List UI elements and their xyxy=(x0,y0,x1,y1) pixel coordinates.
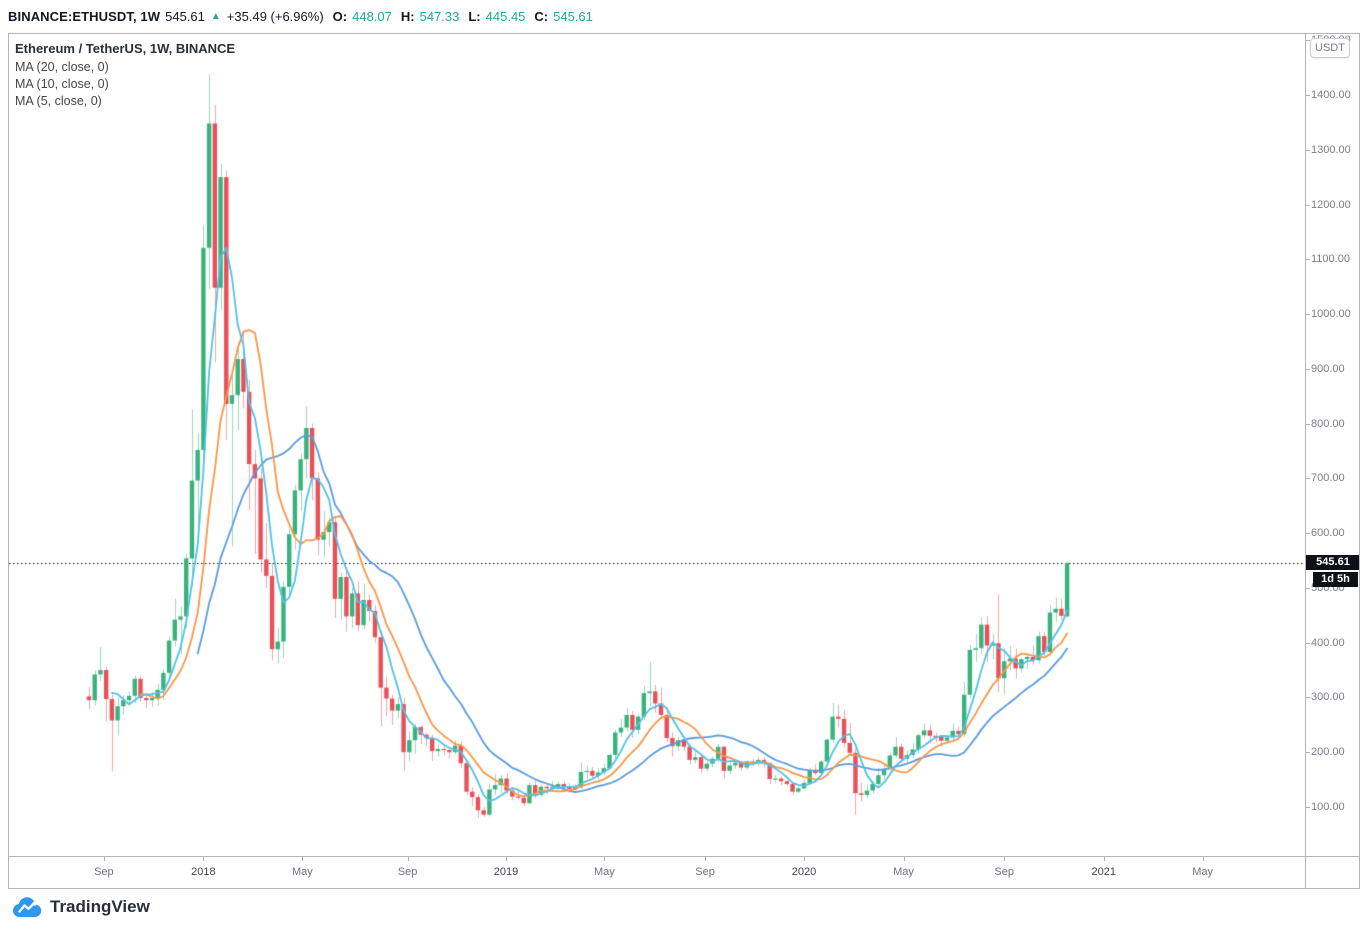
time-axis-label: 2021 xyxy=(1091,866,1116,878)
price-axis-label: 400.00 xyxy=(1306,636,1345,649)
price-axis-label: 900.00 xyxy=(1306,362,1345,375)
time-axis-label: Sep xyxy=(695,866,715,878)
symbol-name[interactable]: BINANCE:ETHUSDT, 1W xyxy=(8,8,161,24)
current-price-badge: 545.61 xyxy=(1306,555,1359,571)
time-axis-label: May xyxy=(1192,866,1214,878)
price-axis-label: 1000.00 xyxy=(1306,308,1351,321)
chart-frame: Ethereum / TetherUS, 1W, BINANCE MA (20,… xyxy=(8,33,1360,889)
price-up-arrow-icon: ▲ xyxy=(210,10,221,22)
high-value: 547.33 xyxy=(419,8,460,24)
axis-corner-cell xyxy=(1305,856,1359,888)
price-axis-label: 600.00 xyxy=(1306,527,1345,540)
last-price: 545.61 xyxy=(165,8,205,24)
symbol-ticker-bar: BINANCE:ETHUSDT, 1W 545.61 ▲ +35.49 (+6.… xyxy=(8,6,593,26)
time-axis-tick xyxy=(1004,857,1005,861)
time-axis-tick xyxy=(904,857,905,861)
time-axis-label: Sep xyxy=(397,866,418,878)
high-label: H: xyxy=(400,8,415,24)
open-label: O: xyxy=(332,8,348,24)
time-axis-label: 2018 xyxy=(191,866,216,878)
time-axis-tick xyxy=(1104,857,1105,861)
price-axis-label: 200.00 xyxy=(1306,746,1345,759)
price-chart-canvas[interactable] xyxy=(9,34,1305,856)
price-change: +35.49 (+6.96%) xyxy=(226,8,324,24)
price-axis[interactable]: 545.61 1d 5h USDT 100.00 200.00 300.00 400.… xyxy=(1305,34,1359,856)
price-axis-label: 700.00 xyxy=(1306,472,1345,485)
price-axis-label: 100.00 xyxy=(1306,801,1345,813)
chart-title[interactable]: Ethereum / TetherUS, 1W, BINANCE xyxy=(15,41,236,56)
time-axis-tick xyxy=(705,857,706,861)
time-axis-label: Sep xyxy=(994,866,1014,878)
tradingview-logo-text: TradingView xyxy=(50,897,150,916)
time-axis-tick xyxy=(203,857,204,861)
close-value: 545.61 xyxy=(553,8,593,24)
time-axis-tick xyxy=(604,857,605,861)
currency-unit-button[interactable]: USDT xyxy=(1310,38,1350,58)
open-value: 448.07 xyxy=(352,8,392,24)
price-axis-label: 800.00 xyxy=(1306,417,1345,430)
time-axis-label: May xyxy=(291,866,313,878)
time-axis-label: May xyxy=(593,866,615,878)
price-axis-label: 1400.00 xyxy=(1306,89,1351,101)
time-axis-label: May xyxy=(893,866,914,878)
low-label: L: xyxy=(468,8,481,24)
price-axis-label: 1200.00 xyxy=(1306,198,1351,211)
tradingview-attribution[interactable]: TradingView xyxy=(12,896,150,918)
time-axis-tick xyxy=(408,857,409,861)
time-axis-tick xyxy=(1203,857,1204,861)
price-axis-label: 300.00 xyxy=(1306,691,1345,704)
time-axis[interactable]: Sep 2018 May Sep 2019 May Sep 2020 May Sep 2021 May xyxy=(9,856,1305,888)
time-axis-label: 2019 xyxy=(493,866,519,878)
time-axis-label: Sep xyxy=(94,866,114,878)
tradingview-cloud-icon xyxy=(13,897,42,917)
time-axis-label: 2020 xyxy=(791,866,817,878)
time-axis-tick xyxy=(804,857,805,861)
chart-legend: Ethereum / TetherUS, 1W, BINANCE MA (20,… xyxy=(15,41,235,110)
low-value: 445.45 xyxy=(485,8,526,24)
price-axis-label: 1100.00 xyxy=(1306,253,1350,266)
bar-countdown-badge: 1d 5h xyxy=(1313,572,1358,588)
indicator-ma5[interactable]: MA (5, close, 0) xyxy=(15,94,102,108)
indicator-ma20[interactable]: MA (20, close, 0) xyxy=(15,60,109,74)
time-axis-tick xyxy=(506,857,507,861)
indicator-ma10[interactable]: MA (10, close, 0) xyxy=(15,77,109,91)
close-label: C: xyxy=(534,8,549,24)
time-axis-tick xyxy=(104,857,105,861)
time-axis-tick xyxy=(302,857,303,861)
price-axis-label: 1300.00 xyxy=(1306,143,1351,156)
